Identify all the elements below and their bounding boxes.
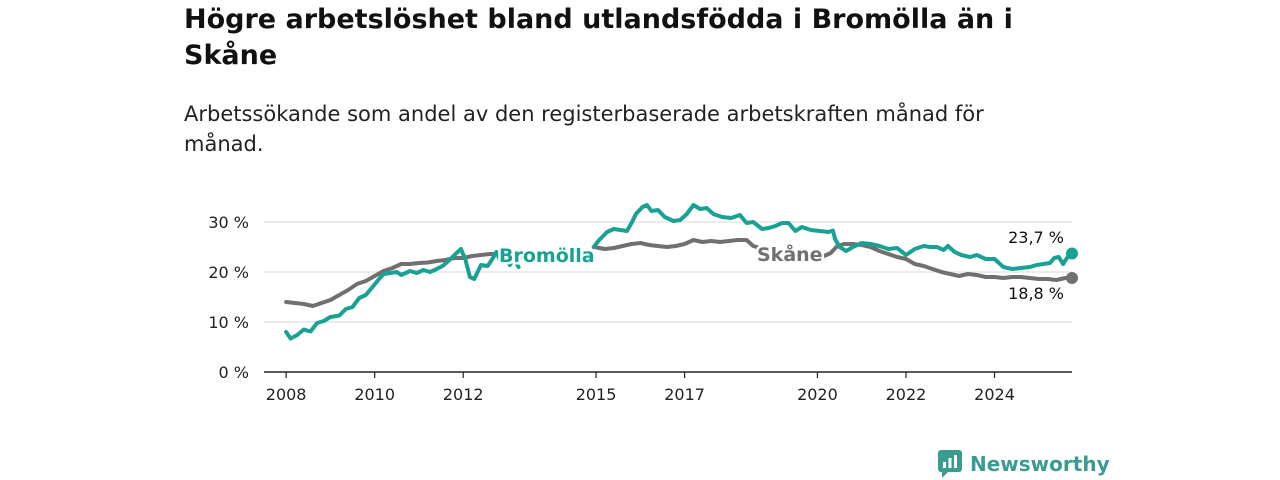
newsworthy-logo: Newsworthy bbox=[938, 449, 1110, 479]
series-line-bromolla bbox=[591, 203, 1074, 271]
series-line-bromolla bbox=[284, 247, 521, 341]
series-label-bromolla: Bromölla bbox=[499, 245, 595, 267]
y-tick-label: 30 % bbox=[208, 213, 249, 232]
end-point-skane bbox=[1066, 272, 1078, 284]
chart-subtitle: Arbetssökande som andel av den registerb… bbox=[184, 102, 984, 156]
x-tick-label: 2017 bbox=[664, 385, 705, 404]
x-tick-label: 2020 bbox=[797, 385, 838, 404]
series-label-skane: Skåne bbox=[757, 242, 823, 266]
end-point-bromolla bbox=[1066, 247, 1078, 260]
end-value-label-skane: 18,8 % bbox=[1008, 284, 1064, 303]
y-tick-label: 0 % bbox=[219, 363, 249, 382]
newsworthy-logo-icon bbox=[938, 450, 962, 478]
x-tick-label: 2015 bbox=[576, 385, 617, 404]
x-tick-label: 2024 bbox=[974, 385, 1015, 404]
y-tick-label: 10 % bbox=[208, 313, 249, 332]
x-tick-label: 2008 bbox=[266, 385, 307, 404]
x-tick-label: 2012 bbox=[443, 385, 484, 404]
x-tick-label: 2022 bbox=[886, 385, 927, 404]
y-tick-label: 20 % bbox=[208, 263, 249, 282]
series-line-skane bbox=[815, 242, 1074, 282]
x-tick-label: 2010 bbox=[354, 385, 395, 404]
chart-title: Högre arbetslöshet bland utlandsfödda i … bbox=[184, 4, 1013, 71]
series-line-skane bbox=[591, 238, 769, 252]
series-line-skane bbox=[284, 252, 528, 308]
end-value-label-bromolla: 23,7 % bbox=[1008, 228, 1064, 247]
newsworthy-logo-text: Newsworthy bbox=[970, 452, 1110, 476]
